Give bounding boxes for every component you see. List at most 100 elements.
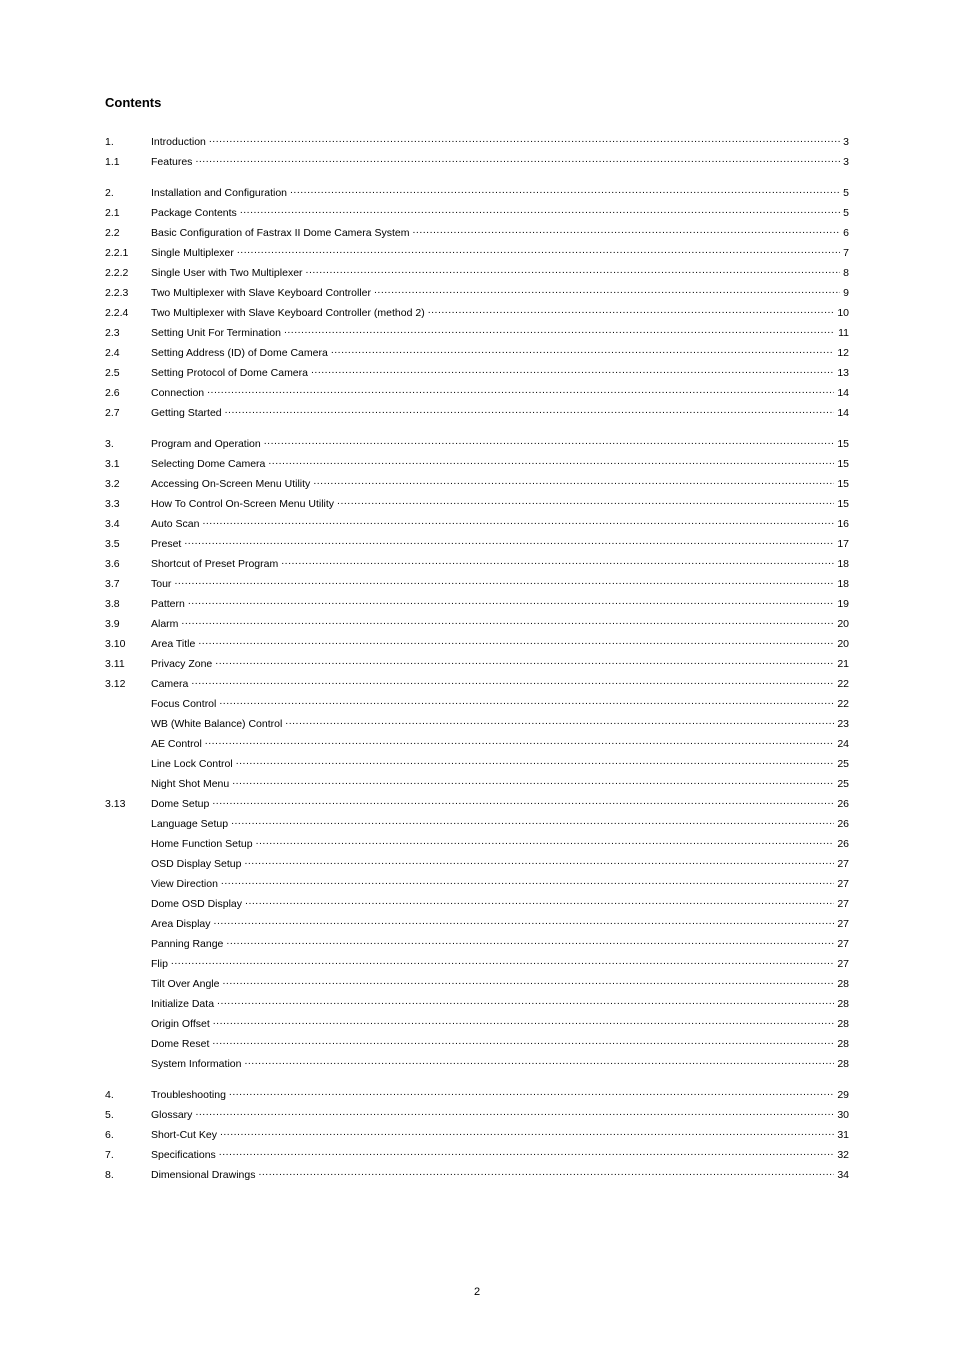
- toc-page: 34: [837, 1170, 849, 1181]
- toc-leader-dots: [231, 816, 834, 827]
- toc-leader-dots: [202, 516, 834, 527]
- toc-label: Focus Control: [151, 699, 216, 710]
- toc-page: 28: [837, 999, 849, 1010]
- toc-leader-dots: [195, 1107, 834, 1118]
- toc-label: Package Contents: [151, 208, 237, 219]
- toc-leader-dots: [214, 916, 835, 927]
- toc-number: 3.13: [105, 799, 151, 810]
- toc-row: Panning Range27: [105, 936, 849, 949]
- toc-row: 4.Troubleshooting29: [105, 1087, 849, 1100]
- toc-leader-dots: [244, 1056, 834, 1067]
- toc-leader-dots: [285, 716, 834, 727]
- toc-leader-dots: [222, 976, 834, 987]
- toc-leader-dots: [245, 896, 834, 907]
- toc-number: 3.8: [105, 599, 151, 610]
- toc-label: Troubleshooting: [151, 1090, 226, 1101]
- toc-label: Getting Started: [151, 408, 222, 419]
- toc-label: Language Setup: [151, 819, 228, 830]
- toc-page: 25: [837, 759, 849, 770]
- toc-page: 25: [837, 779, 849, 790]
- toc-row: WB (White Balance) Control 23: [105, 716, 849, 729]
- toc-leader-dots: [225, 405, 835, 416]
- toc-page: 12: [837, 348, 849, 359]
- toc-page: 5: [843, 188, 849, 199]
- toc-label: Installation and Configuration: [151, 188, 287, 199]
- toc-page: 20: [837, 619, 849, 630]
- toc-label: Flip: [151, 959, 168, 970]
- toc-page: 11: [838, 328, 849, 339]
- toc-leader-dots: [264, 436, 835, 447]
- toc-row: 3.9Alarm 20: [105, 616, 849, 629]
- toc-leader-dots: [213, 1016, 835, 1027]
- toc-leader-dots: [374, 285, 840, 296]
- toc-label: Night Shot Menu: [151, 779, 229, 790]
- toc-leader-dots: [232, 776, 834, 787]
- toc-section: 4.Troubleshooting295.Glossary 306.Short-…: [105, 1087, 849, 1180]
- toc-leader-dots: [256, 836, 835, 847]
- toc-number: 2.2.4: [105, 308, 151, 319]
- toc-number: 2.2: [105, 228, 151, 239]
- toc-page: 15: [837, 479, 849, 490]
- toc-leader-dots: [237, 245, 840, 256]
- toc-row: AE Control24: [105, 736, 849, 749]
- toc-number: 2.1: [105, 208, 151, 219]
- toc-row: 3.1Selecting Dome Camera15: [105, 456, 849, 469]
- page-number: 2: [0, 1286, 954, 1298]
- toc-leader-dots: [244, 856, 834, 867]
- toc-row: 3.13Dome Setup 26: [105, 796, 849, 809]
- toc-number: 3.7: [105, 579, 151, 590]
- toc-page: 22: [837, 699, 849, 710]
- toc-page: 5: [843, 208, 849, 219]
- toc-number: 3.10: [105, 639, 151, 650]
- toc-label: Shortcut of Preset Program: [151, 559, 278, 570]
- toc-label: Features: [151, 157, 192, 168]
- toc-label: Line Lock Control: [151, 759, 233, 770]
- toc-leader-dots: [215, 656, 834, 667]
- toc-page: 26: [837, 799, 849, 810]
- toc-leader-dots: [281, 556, 834, 567]
- toc-leader-dots: [217, 996, 834, 1007]
- toc-row: 2.7Getting Started14: [105, 405, 849, 418]
- toc-number: 8.: [105, 1170, 151, 1181]
- toc-leader-dots: [337, 496, 834, 507]
- toc-page: 16: [837, 519, 849, 530]
- toc-leader-dots: [229, 1087, 834, 1098]
- toc-page: 28: [837, 1059, 849, 1070]
- toc-leader-dots: [171, 956, 834, 967]
- toc-number: 3.2: [105, 479, 151, 490]
- toc-page: 29: [837, 1090, 849, 1101]
- toc-label: Setting Address (ID) of Dome Camera: [151, 348, 328, 359]
- toc-number: 2.6: [105, 388, 151, 399]
- toc-page: 27: [837, 919, 849, 930]
- toc-leader-dots: [240, 205, 840, 216]
- toc-leader-dots: [428, 305, 835, 316]
- toc-number: 2.2.1: [105, 248, 151, 259]
- toc-leader-dots: [195, 154, 840, 165]
- toc-row: 3.3How To Control On-Screen Menu Utility…: [105, 496, 849, 509]
- toc-label: Short-Cut Key: [151, 1130, 217, 1141]
- toc-page: 18: [837, 559, 849, 570]
- toc-number: 1.: [105, 137, 151, 148]
- toc-row: 8.Dimensional Drawings 34: [105, 1167, 849, 1180]
- toc-row: 7.Specifications32: [105, 1147, 849, 1160]
- toc-page: 31: [837, 1130, 849, 1141]
- toc-label: Preset: [151, 539, 181, 550]
- toc-row: Area Display 27: [105, 916, 849, 929]
- toc-page: 15: [837, 459, 849, 470]
- toc-label: Tilt Over Angle: [151, 979, 219, 990]
- toc-label: Basic Configuration of Fastrax II Dome C…: [151, 228, 410, 239]
- toc-row: 2.1Package Contents 5: [105, 205, 849, 218]
- toc-page: 28: [837, 1039, 849, 1050]
- toc-label: System Information: [151, 1059, 241, 1070]
- toc-row: Dome OSD Display 27: [105, 896, 849, 909]
- toc-label: Two Multiplexer with Slave Keyboard Cont…: [151, 288, 371, 299]
- toc-number: 3.9: [105, 619, 151, 630]
- toc-leader-dots: [181, 616, 834, 627]
- toc-leader-dots: [284, 325, 835, 336]
- toc-label: Connection: [151, 388, 204, 399]
- toc-label: Initialize Data: [151, 999, 214, 1010]
- toc-label: Dome Reset: [151, 1039, 209, 1050]
- toc-number: 3.4: [105, 519, 151, 530]
- toc-number: 3.: [105, 439, 151, 450]
- toc-label: Dimensional Drawings: [151, 1170, 255, 1181]
